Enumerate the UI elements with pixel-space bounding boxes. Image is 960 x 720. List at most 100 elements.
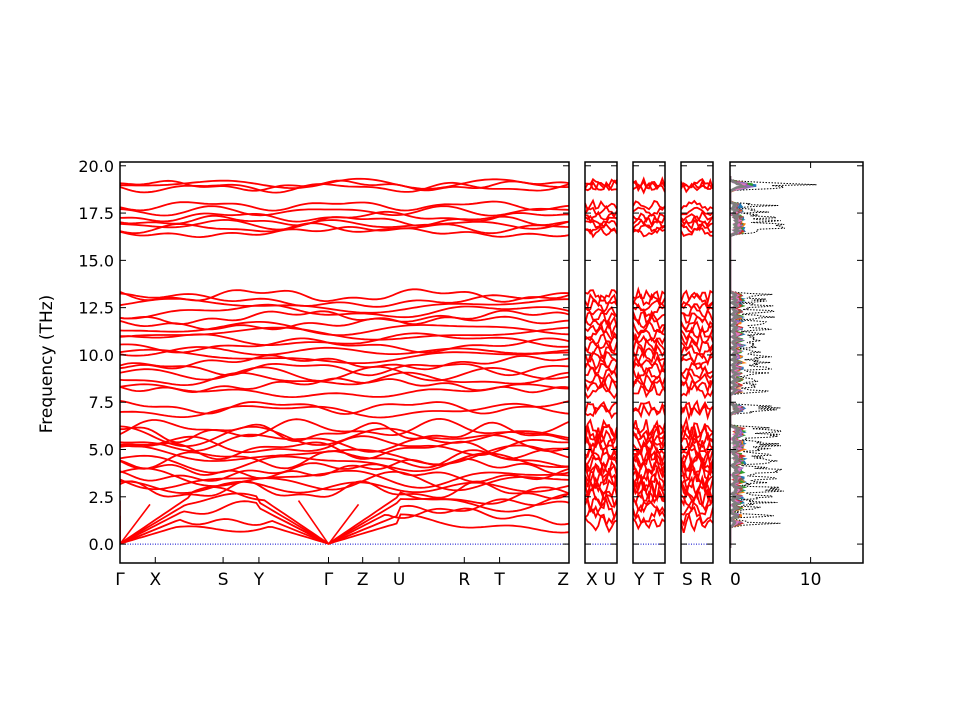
band-line — [681, 338, 713, 355]
k-point-label: Γ — [324, 570, 334, 590]
total-dos-curve — [730, 176, 817, 548]
band-line — [120, 205, 569, 217]
band-line — [120, 326, 569, 341]
band-line — [120, 309, 569, 326]
k-point-label: S — [682, 570, 693, 590]
acoustic-branch — [120, 503, 151, 545]
band-line — [120, 222, 569, 235]
band-line — [681, 379, 713, 396]
band-line — [633, 286, 665, 306]
band-line — [120, 467, 569, 489]
band-line — [585, 204, 617, 218]
acoustic-branch — [273, 515, 329, 545]
band-line — [633, 212, 665, 225]
y-tick-label: 20.0 — [78, 157, 114, 176]
band-line — [681, 289, 713, 306]
panel-frame — [680, 161, 714, 564]
band-line — [585, 353, 617, 372]
panel-frame — [632, 161, 666, 564]
band-line — [633, 467, 665, 489]
band-line — [633, 309, 665, 326]
k-point-label: X — [149, 570, 161, 590]
acoustic-branch — [297, 500, 330, 545]
band-line — [120, 498, 569, 545]
band-line — [120, 462, 569, 483]
band-line — [120, 225, 569, 239]
k-point-label: Z — [557, 570, 569, 590]
band-line — [585, 340, 617, 353]
band-line — [120, 365, 569, 382]
y-tick-label: 7.5 — [89, 393, 114, 412]
band-line — [681, 182, 713, 194]
band-line — [681, 292, 713, 308]
band-line — [633, 199, 665, 211]
partial-dos-curve — [730, 176, 749, 548]
acoustic-branch — [327, 503, 360, 545]
band-line — [585, 418, 617, 440]
band-line — [120, 303, 569, 320]
band-line — [585, 177, 617, 190]
band-line — [585, 362, 617, 376]
band-line — [585, 462, 617, 485]
band-line — [633, 504, 665, 525]
band-lines — [120, 177, 569, 545]
y-tick-label: 0.0 — [89, 535, 114, 554]
band-line — [120, 371, 569, 387]
band-line — [681, 206, 713, 217]
band-lines — [633, 176, 665, 545]
band-line — [681, 370, 713, 389]
band-line — [120, 200, 569, 212]
band-line — [120, 210, 569, 223]
band-line — [633, 424, 665, 448]
band-line — [120, 314, 569, 331]
band-line — [585, 289, 617, 302]
band-line — [681, 472, 713, 495]
band-line — [681, 440, 713, 463]
y-tick-label: 17.5 — [78, 204, 114, 223]
band-line — [633, 224, 665, 235]
band-line — [585, 375, 617, 394]
band-line — [120, 421, 569, 444]
y-tick-label: 5.0 — [89, 441, 114, 460]
band-line — [585, 326, 617, 342]
band-line — [681, 320, 713, 334]
band-line — [120, 402, 569, 419]
band-line — [585, 372, 617, 388]
band-line — [681, 446, 713, 468]
k-point-label: Y — [633, 570, 645, 590]
band-lines — [585, 177, 617, 545]
dos-frame — [729, 161, 864, 564]
band-line — [585, 343, 617, 359]
band-line — [120, 492, 569, 545]
k-point-label: T — [493, 570, 505, 590]
band-line — [585, 400, 617, 416]
band-line — [681, 399, 713, 417]
band-lines — [681, 177, 713, 545]
band-line — [120, 288, 569, 303]
band-line — [681, 178, 713, 190]
band-line — [633, 439, 665, 460]
dos-x-tick-label: 0 — [730, 570, 741, 590]
band-line — [633, 455, 665, 481]
k-point-label: R — [700, 570, 712, 590]
y-tick-label: 10.0 — [78, 346, 114, 365]
band-line — [120, 177, 569, 190]
band-line — [681, 364, 713, 381]
acoustic-branch — [120, 520, 176, 545]
band-line — [120, 292, 569, 308]
band-line — [120, 348, 569, 364]
band-line — [681, 215, 713, 226]
band-line — [585, 214, 617, 227]
k-point-label: U — [604, 570, 616, 590]
dos-lines — [730, 176, 817, 548]
band-line — [681, 343, 713, 360]
band-line — [120, 470, 569, 492]
band-line — [681, 329, 713, 347]
band-line — [681, 361, 713, 375]
band-line — [120, 346, 569, 357]
band-panel-0: 0.0 2.5 5.0 7.5 10.0 12.5 15.0 17.5 20.0 Γ X S Y Γ Z U R… — [78, 157, 570, 590]
band-line — [681, 324, 713, 341]
y-tick-label: 12.5 — [78, 299, 114, 318]
band-line — [633, 337, 665, 355]
